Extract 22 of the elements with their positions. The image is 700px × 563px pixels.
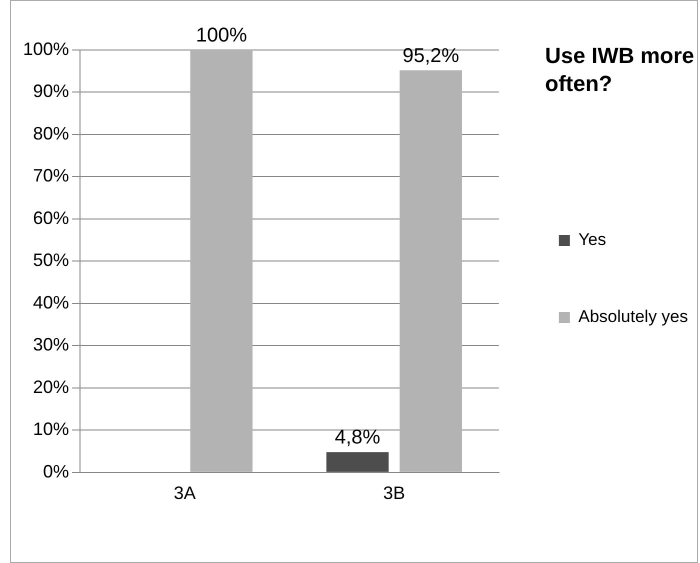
y-tick-label: 0% (43, 461, 70, 482)
y-tick-label: 60% (33, 208, 70, 228)
x-tick-label: 3A (174, 483, 196, 504)
y-tick-label: 100% (22, 38, 70, 59)
x-tick-label: 3B (383, 483, 406, 504)
bar (326, 452, 389, 472)
bar (190, 50, 253, 472)
text: Use IWB more often? (545, 42, 695, 98)
y-tick-label: 30% (33, 334, 70, 355)
y-tick-label: 20% (33, 376, 70, 397)
bar (400, 70, 462, 472)
y-tick-label: 90% (33, 81, 70, 102)
data-label: 100% (196, 24, 248, 47)
y-tick-label: 50% (33, 250, 70, 270)
data-label: 4,8% (334, 426, 381, 449)
y-tick-label: 10% (33, 419, 70, 440)
y-tick-label: 70% (33, 166, 70, 186)
legend-label: Absolutely yes (578, 307, 688, 326)
y-tick-label: 40% (33, 292, 70, 312)
legend-label: Yes (578, 230, 606, 250)
data-label: 95,2% (402, 44, 460, 67)
y-tick-label: 80% (33, 123, 70, 144)
